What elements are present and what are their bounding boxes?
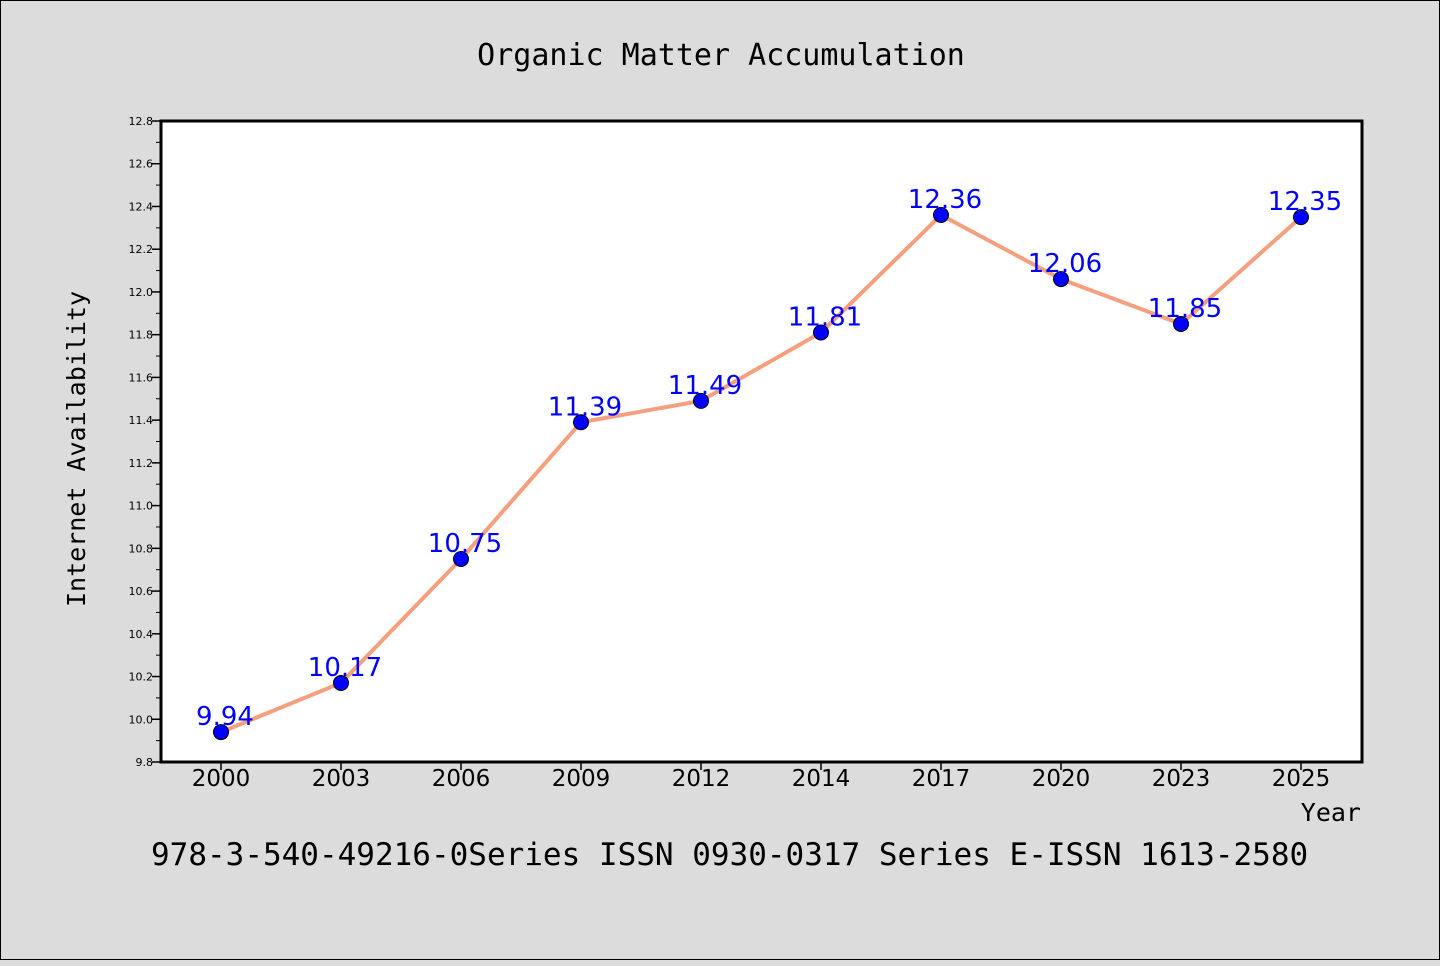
data-point bbox=[213, 724, 229, 741]
x-tick-label: 2000 bbox=[192, 766, 251, 792]
data-label: 10.75 bbox=[428, 529, 502, 559]
data-label: 12.36 bbox=[908, 185, 982, 215]
footer-text: 978-3-540-49216-0Series ISSN 0930-0317 S… bbox=[151, 837, 1308, 873]
data-label: 10.17 bbox=[308, 653, 382, 683]
x-axis-label: Year bbox=[1301, 798, 1361, 827]
data-point bbox=[333, 674, 349, 691]
series-line bbox=[220, 213, 1303, 734]
y-tick-label: 11.6 bbox=[129, 371, 154, 384]
y-tick-label: 12.2 bbox=[129, 243, 154, 256]
y-tick-label: 10.6 bbox=[129, 585, 154, 598]
x-tick-label: 2006 bbox=[432, 766, 491, 792]
x-tick-label: 2025 bbox=[1272, 766, 1331, 792]
data-point bbox=[573, 414, 589, 431]
y-tick-label: 11.0 bbox=[129, 500, 154, 513]
x-tick-label: 2017 bbox=[912, 766, 971, 792]
x-tick-label: 2009 bbox=[552, 766, 611, 792]
x-tick-label: 2003 bbox=[312, 766, 371, 792]
x-tick-label: 2014 bbox=[792, 766, 851, 792]
x-tick-label: 2023 bbox=[1152, 766, 1211, 792]
data-point bbox=[813, 324, 829, 341]
y-tick-label: 10.0 bbox=[129, 713, 154, 726]
data-point bbox=[1293, 209, 1309, 226]
data-labels: 9.94 10.17 10.75 11.39 11.49 11.81 12.36 12.06 1… bbox=[196, 185, 1342, 732]
chart-title: Organic Matter Accumulation bbox=[477, 38, 965, 73]
data-point bbox=[1173, 315, 1189, 332]
y-tick-label: 11.4 bbox=[129, 414, 154, 427]
data-label: 12.35 bbox=[1268, 187, 1342, 217]
y-tick-label: 12.4 bbox=[129, 200, 154, 213]
y-tick-label: 11.2 bbox=[129, 457, 154, 470]
y-tick-label: 9.8 bbox=[136, 756, 154, 769]
y-tick-label: 11.8 bbox=[129, 329, 154, 342]
y-tick-label: 10.4 bbox=[129, 628, 154, 641]
x-axis: 2000 2003 2006 2009 2012 2014 2017 2020 2023 2025 bbox=[192, 762, 1331, 792]
y-axis: 9.8 10.0 10.2 10.4 10.6 10.8 11.0 11.2 11.4 11.6 1… bbox=[129, 115, 161, 769]
data-label: 11.39 bbox=[548, 392, 622, 422]
x-tick-label: 2020 bbox=[1032, 766, 1091, 792]
y-tick-label: 12.6 bbox=[129, 158, 154, 171]
data-label: 12.06 bbox=[1028, 249, 1102, 279]
data-label: 9.94 bbox=[196, 702, 254, 732]
data-point bbox=[693, 392, 709, 409]
x-tick-label: 2012 bbox=[672, 766, 731, 792]
data-point bbox=[933, 207, 949, 224]
data-label: 11.81 bbox=[788, 303, 862, 333]
series-line-group bbox=[213, 207, 1309, 741]
y-tick-label: 12.8 bbox=[129, 115, 154, 128]
plot-area bbox=[159, 119, 1364, 764]
y-tick-label: 12.0 bbox=[129, 286, 154, 299]
data-point bbox=[453, 551, 469, 568]
y-tick-label: 10.8 bbox=[129, 542, 154, 555]
data-label: 11.49 bbox=[668, 371, 742, 401]
y-tick-label: 10.2 bbox=[129, 671, 154, 684]
data-point bbox=[1053, 271, 1069, 288]
data-label: 11.85 bbox=[1148, 294, 1222, 324]
y-axis-label: Internet Availability bbox=[62, 291, 91, 607]
